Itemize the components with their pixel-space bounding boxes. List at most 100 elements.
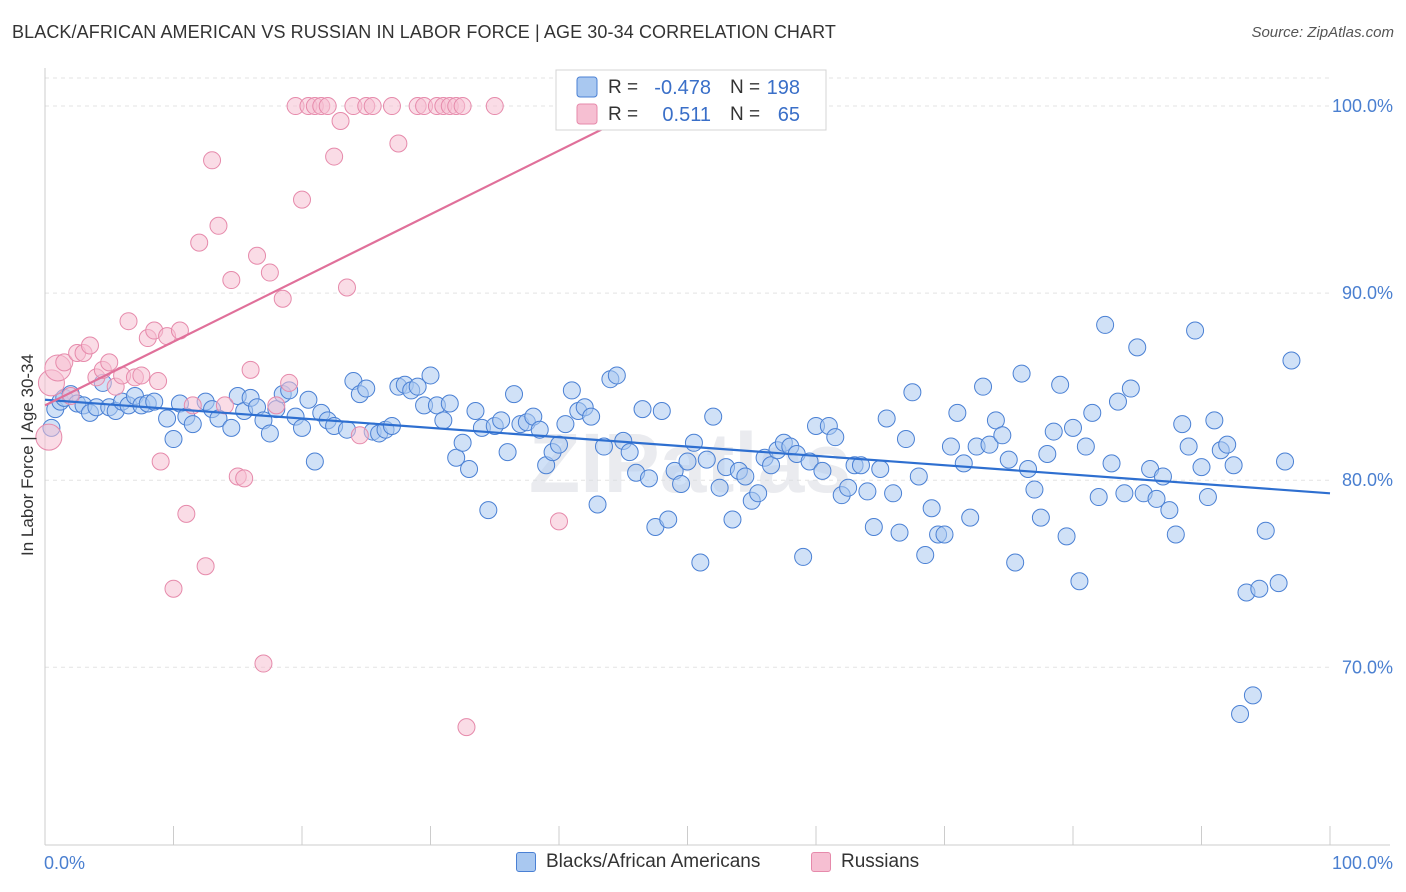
data-point-blacks <box>293 418 311 437</box>
legend-n-label-blue: N = <box>730 77 760 98</box>
data-point-blacks <box>1276 452 1295 471</box>
legend-r-value-blue: -0.478 <box>654 77 711 99</box>
data-point-blacks <box>749 484 768 503</box>
data-point-russians <box>149 372 168 391</box>
data-point-blacks <box>1282 351 1301 370</box>
data-point-blacks <box>453 433 472 452</box>
data-point-blacks <box>723 510 742 529</box>
data-point-blacks <box>620 443 639 462</box>
data-point-russians <box>196 557 215 576</box>
data-point-blacks <box>684 433 703 452</box>
data-point-blacks <box>1051 375 1070 394</box>
data-point-blacks <box>1121 379 1140 398</box>
data-point-blacks <box>999 450 1018 469</box>
data-point-blacks <box>1186 321 1205 340</box>
y-tick-label: 100.0% <box>1332 96 1393 116</box>
data-point-blacks <box>492 411 511 430</box>
data-point-blacks <box>447 448 466 467</box>
data-point-blacks <box>813 461 832 480</box>
data-point-blacks <box>440 394 459 413</box>
data-point-blacks <box>1076 437 1095 456</box>
data-point-blacks <box>672 474 691 493</box>
data-point-russians <box>382 97 401 116</box>
data-point-russians <box>100 353 119 372</box>
y-tick-label: 70.0% <box>1342 657 1393 677</box>
data-point-blacks <box>421 366 440 385</box>
y-axis-label: In Labor Force | Age 30-34 <box>18 354 37 556</box>
data-point-blacks <box>1115 484 1134 503</box>
data-point-blacks <box>556 415 575 434</box>
data-point-russians <box>337 278 356 297</box>
data-point-blacks <box>1064 418 1082 437</box>
y-tick-label: 90.0% <box>1342 283 1393 303</box>
data-point-blacks <box>1025 480 1044 499</box>
trend-lines <box>44 105 1331 495</box>
trend-line-russians <box>44 105 650 407</box>
legend-n-value-blue: 198 <box>767 77 800 99</box>
x-tick-labels: 0.0% 100.0% <box>44 853 1393 873</box>
data-point-blacks <box>826 428 845 447</box>
data-point-blacks <box>588 495 607 514</box>
data-point-blacks <box>633 400 652 419</box>
data-point-blacks <box>1128 338 1147 357</box>
data-point-blacks <box>800 452 819 471</box>
data-point-blacks <box>408 377 427 396</box>
data-point-blacks <box>678 452 697 471</box>
bottom-legend-label-russians: Russians <box>841 851 920 872</box>
data-point-russians <box>457 718 476 737</box>
data-point-blacks <box>903 383 922 402</box>
data-point-blacks <box>896 430 915 449</box>
data-point-blacks <box>1070 572 1089 591</box>
data-point-russians <box>248 246 267 265</box>
data-point-russians <box>293 190 311 209</box>
data-point-blacks <box>183 415 202 434</box>
data-point-blacks <box>916 546 935 565</box>
data-point-blacks <box>710 478 729 497</box>
data-point-russians <box>132 366 151 385</box>
data-point-russians <box>267 396 286 415</box>
data-point-russians <box>209 216 228 235</box>
data-point-russians <box>203 151 222 170</box>
data-point-blacks <box>1057 527 1076 546</box>
data-point-blacks <box>877 409 896 428</box>
legend-swatch-pink <box>576 103 598 125</box>
data-point-russians <box>235 469 254 488</box>
data-point-blacks <box>1231 705 1250 724</box>
data-point-blacks <box>652 401 671 420</box>
trend-line-blacks <box>44 398 1331 495</box>
data-point-blacks <box>762 456 781 475</box>
data-point-blacks <box>851 456 870 475</box>
legend-r-label-blue: R = <box>608 77 638 98</box>
data-point-russians <box>331 112 350 131</box>
stats-legend: R = -0.478 N = 198 R = 0.511 N = 65 <box>555 69 827 131</box>
data-point-blacks <box>980 435 999 454</box>
data-point-blacks <box>697 450 716 469</box>
data-point-russians <box>164 579 183 598</box>
data-point-blacks <box>974 377 993 396</box>
bottom-legend-item-blacks: Blacks/African Americans <box>516 851 760 873</box>
data-point-blacks <box>704 407 723 426</box>
y-tick-label: 80.0% <box>1342 470 1393 490</box>
data-point-blacks <box>639 469 658 488</box>
legend-r-label-pink: R = <box>608 104 638 125</box>
data-point-russians <box>325 147 344 166</box>
data-point-blacks <box>961 508 980 527</box>
data-point-blacks <box>1256 521 1275 540</box>
data-point-russians <box>453 97 472 116</box>
data-point-russians <box>550 512 568 531</box>
data-point-russians <box>254 654 273 673</box>
data-point-russians <box>190 233 209 252</box>
data-point-blacks <box>922 499 941 518</box>
data-point-blacks <box>1006 553 1025 572</box>
data-point-russians <box>363 97 382 116</box>
data-point-blacks <box>607 366 626 385</box>
data-point-russians <box>151 452 170 471</box>
data-point-blacks <box>357 379 376 398</box>
data-point-russians <box>260 263 279 282</box>
chart-title: BLACK/AFRICAN AMERICAN VS RUSSIAN IN LAB… <box>12 22 836 42</box>
bottom-legend-item-russians: Russians <box>811 851 919 873</box>
data-point-russians <box>241 360 260 379</box>
data-point-blacks <box>1089 488 1108 507</box>
data-point-russians <box>80 336 99 355</box>
data-point-blacks <box>935 525 954 544</box>
